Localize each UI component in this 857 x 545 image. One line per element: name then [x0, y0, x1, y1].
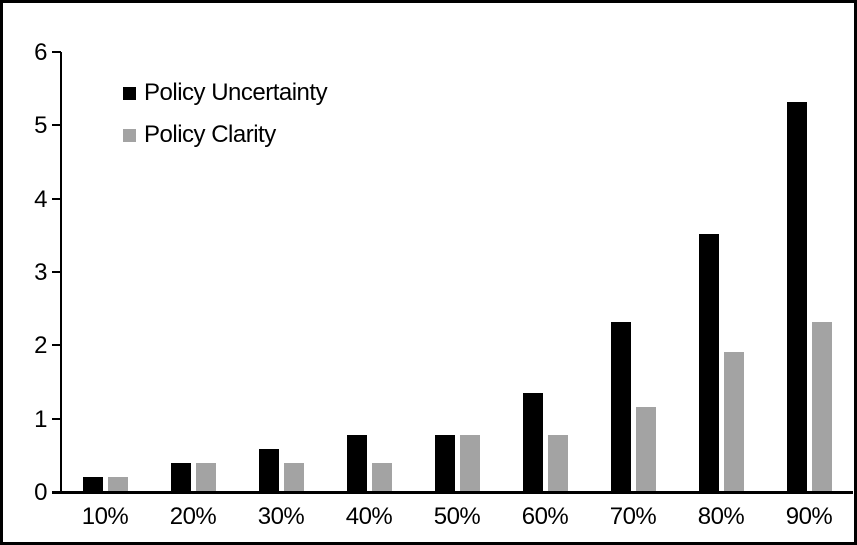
bar-policy-clarity-80%: [724, 352, 744, 491]
x-axis-tick-label: 10%: [81, 503, 129, 530]
legend-swatch-policy-clarity: [123, 128, 136, 142]
bar-policy-uncertainty-70%: [611, 322, 631, 491]
bar-policy-clarity-10%: [108, 477, 128, 491]
y-axis-tick: [52, 51, 61, 53]
legend: Policy Uncertainty Policy Clarity: [123, 72, 328, 156]
legend-swatch-policy-uncertainty: [123, 86, 136, 100]
x-axis-tick-label: 80%: [697, 503, 745, 530]
x-axis-tick-label: 30%: [257, 503, 305, 530]
bar-policy-clarity-60%: [548, 435, 568, 491]
x-axis-tick-label: 40%: [345, 503, 393, 530]
legend-item-policy-uncertainty: Policy Uncertainty: [123, 72, 328, 114]
y-axis-tick-label: 4: [34, 185, 47, 213]
y-axis-tick: [52, 197, 61, 200]
y-axis-tick: [52, 124, 61, 127]
bar-policy-uncertainty-90%: [787, 102, 807, 491]
bar-policy-clarity-40%: [372, 463, 392, 491]
x-axis-tick-label: 20%: [169, 503, 217, 530]
y-axis-tick-label: 0: [34, 479, 47, 506]
bar-policy-clarity-50%: [460, 435, 480, 491]
x-axis-tick-label: 70%: [609, 503, 657, 530]
y-axis-tick-label: 5: [34, 112, 47, 140]
y-axis-tick-label: 2: [34, 332, 47, 360]
x-axis-tick-label: 50%: [433, 503, 481, 530]
x-axis-line: [52, 491, 853, 494]
bar-policy-uncertainty-50%: [435, 435, 455, 491]
bar-policy-clarity-30%: [284, 463, 304, 491]
legend-label-policy-clarity: Policy Clarity: [144, 121, 276, 148]
bar-policy-uncertainty-60%: [523, 393, 543, 491]
y-axis-tick: [52, 417, 61, 420]
y-axis-tick-label: 6: [34, 39, 47, 66]
bar-policy-clarity-20%: [196, 463, 216, 491]
y-axis-tick-label: 3: [34, 259, 47, 286]
bar-policy-clarity-90%: [812, 322, 832, 491]
y-axis-tick-label: 1: [34, 405, 47, 433]
y-axis-tick: [52, 344, 61, 347]
bar-policy-uncertainty-40%: [347, 435, 367, 491]
x-axis-tick-label: 60%: [521, 503, 569, 530]
y-axis-line: [60, 52, 62, 494]
y-axis-tick: [52, 271, 61, 273]
legend-label-policy-uncertainty: Policy Uncertainty: [144, 79, 328, 106]
legend-item-policy-clarity: Policy Clarity: [123, 114, 327, 156]
bar-policy-uncertainty-20%: [171, 463, 191, 491]
x-axis-tick-label: 90%: [785, 503, 833, 530]
bar-policy-uncertainty-30%: [259, 449, 279, 491]
bar-policy-uncertainty-10%: [83, 477, 103, 491]
bar-policy-uncertainty-80%: [699, 234, 719, 491]
bar-policy-clarity-70%: [636, 407, 656, 491]
